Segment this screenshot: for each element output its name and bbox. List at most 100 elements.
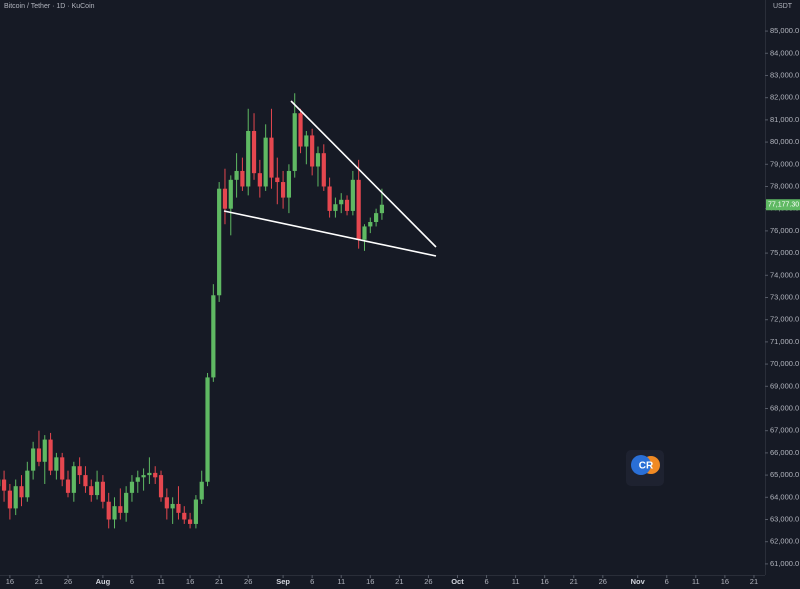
x-tick-label: 26 [244,577,252,586]
candle-body [286,170,292,198]
candle-body [176,503,181,513]
x-tick-label: 11 [337,577,345,586]
y-tick-label: 71,000.0 [770,337,799,346]
y-tick-label: 64,000.0 [770,492,799,501]
x-tick-label: 11 [157,577,165,586]
candle-body [129,481,135,493]
y-tick-label: 78,000.0 [770,181,799,190]
candle-body [124,492,129,513]
candle-body [25,470,30,498]
candle-body [205,377,210,482]
x-tick-label: 26 [424,577,432,586]
candle-body [118,506,123,513]
x-tick-label: 26 [64,577,72,586]
chart-title: Bitcoin / Tether · 1D · KuCoin [4,3,95,10]
candle-body [89,486,94,496]
y-tick-label: 68,000.0 [770,403,799,412]
candle-body [333,204,338,211]
candle-body [77,466,82,476]
candle-body [54,457,59,471]
candle-body [199,481,204,500]
x-tick-label: 6 [130,577,134,586]
x-tick-label: 21 [35,577,43,586]
candle-body [135,477,140,482]
candle-body [1,479,7,491]
candle-body [246,130,251,187]
candle-body [83,475,88,487]
candle-body [153,472,158,478]
candle-body [257,173,262,187]
candle-body [234,170,239,180]
candle-body [379,204,385,214]
candle-body [7,490,12,509]
candle-body [164,497,169,509]
x-tick-label: 21 [395,577,403,586]
plot-area [0,93,385,529]
y-tick-label: 76,000.0 [770,226,799,235]
y-tick-label: 82,000.0 [770,93,799,102]
candle-body [228,179,233,209]
x-tick-label: 21 [215,577,223,586]
candle-body [275,177,280,183]
y-tick-label: 69,000.0 [770,381,799,390]
x-tick-label: 16 [541,577,549,586]
x-tick-label: 16 [721,577,729,586]
logo: CR [626,450,664,486]
candle-body [42,439,47,462]
last-price-box [766,199,800,211]
candle-body [31,448,36,471]
x-tick-label: 16 [366,577,374,586]
x-tick-label: 6 [484,577,488,586]
candle-body [141,475,146,478]
candle-body [298,113,303,147]
y-tick-label: 61,000.0 [770,559,799,568]
candle-body [280,182,286,198]
candle-body [193,499,199,524]
y-tick-label: 80,000.0 [770,137,799,146]
candle-body [182,512,187,520]
x-tick-label: 26 [599,577,607,586]
x-tick-label: 21 [570,577,578,586]
candle-body [19,486,24,498]
x-tick-label: 6 [310,577,314,586]
y-tick-label: 62,000.0 [770,537,799,546]
candle-body [147,472,152,476]
candle-body [36,448,42,462]
y-tick-label: 72,000.0 [770,315,799,324]
y-tick-label: 67,000.0 [770,426,799,435]
y-tick-label: 75,000.0 [770,248,799,257]
candle-body [374,213,379,223]
candle-body [100,481,105,502]
x-tick-label: Aug [96,577,111,586]
y-tick-label: 70,000.0 [770,359,799,368]
y-tick-label: 83,000.0 [770,70,799,79]
logo-circle-blue [631,455,651,475]
trendline-upper [290,100,437,248]
candle-body [158,475,164,498]
x-tick-label: 11 [512,577,520,586]
y-tick-label: 74,000.0 [770,270,799,279]
y-tick-label: 66,000.0 [770,448,799,457]
candle-body [356,179,361,240]
y-tick-label: 73,000.0 [770,292,799,301]
candle-body [315,153,321,167]
y-tick-label: 63,000.0 [770,514,799,523]
candle-body [327,186,332,211]
y-tick-label: 84,000.0 [770,48,799,57]
x-tick-label: 6 [665,577,669,586]
candle-body [71,466,76,493]
candle-body [321,153,326,187]
x-tick-label: Oct [451,577,464,586]
y-tick-label: 85,000.0 [770,26,799,35]
candle-body [13,486,18,509]
x-tick-label: Sep [276,577,290,586]
candle-body [112,506,117,520]
candle-body [339,199,344,205]
currency-label: USDT [773,3,793,10]
candle-body [362,226,367,240]
x-tick-label: 21 [750,577,758,586]
candle-body [106,501,111,520]
x-tick-label: 11 [692,577,700,586]
candle-body [251,130,257,174]
